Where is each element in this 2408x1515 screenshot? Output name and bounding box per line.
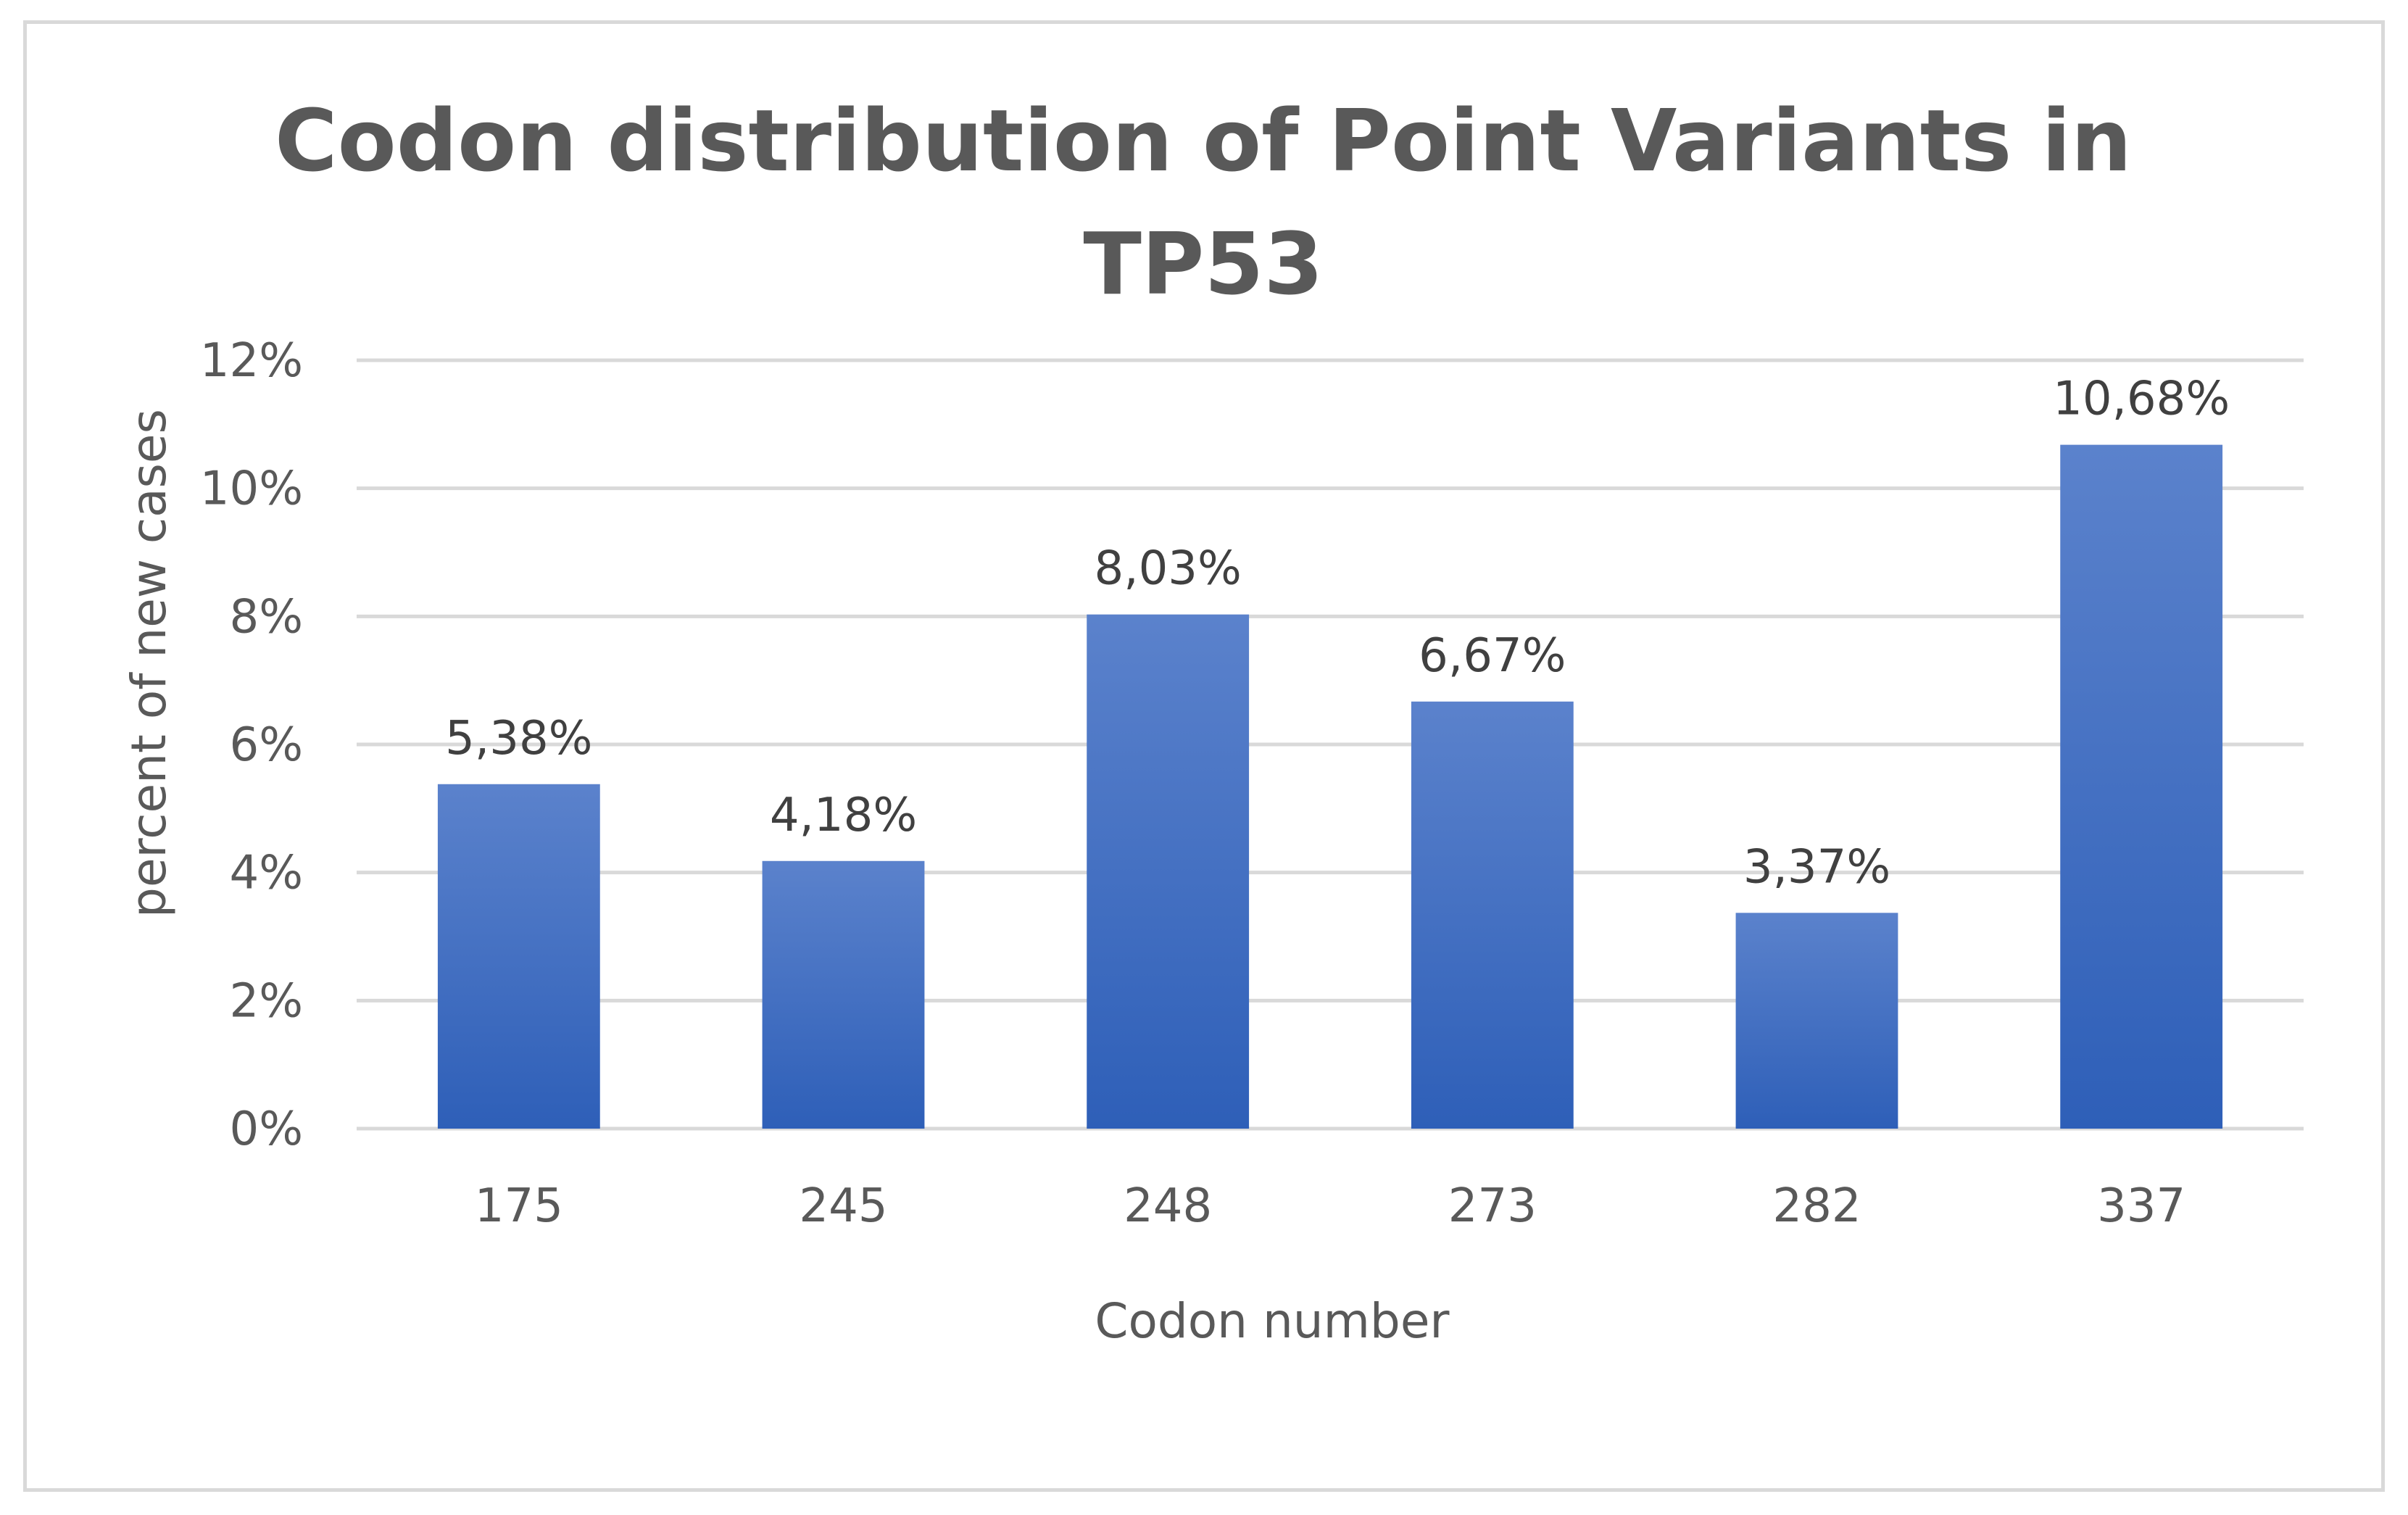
data-labels: 5,38% 4,18% 8,03% 6,67% 3,37% 10,68% [445, 373, 2230, 895]
x-tick-label-337: 337 [2097, 1179, 2185, 1233]
data-label-245: 4,18% [770, 789, 917, 842]
x-tick-label-245: 245 [799, 1179, 887, 1233]
bar-248 [1087, 614, 1250, 1129]
x-tick-label-175: 175 [475, 1179, 563, 1233]
y-tick-label: 0% [229, 1103, 303, 1156]
x-axis-title: Codon number [1095, 1293, 1450, 1349]
bar-273 [1411, 701, 1574, 1129]
x-axis-ticks: 175 245 248 273 282 337 [475, 1179, 2185, 1233]
chart-title-line-2: TP53 [1083, 214, 1323, 314]
bar-245 [762, 860, 925, 1129]
bar-337 [2060, 444, 2223, 1129]
x-tick-label-282: 282 [1772, 1179, 1861, 1233]
y-axis-title: percent of new cases [121, 409, 177, 918]
y-tick-label: 8% [229, 590, 303, 644]
data-label-273: 6,67% [1419, 629, 1566, 683]
y-tick-label: 6% [229, 718, 303, 772]
data-label-282: 3,37% [1743, 840, 1890, 894]
data-label-248: 8,03% [1095, 542, 1242, 596]
chart-title-line-1: Codon distribution of Point Variants in [275, 91, 2132, 191]
y-tick-label: 10% [200, 462, 303, 516]
bar-175 [437, 784, 600, 1129]
data-label-175: 5,38% [445, 712, 592, 765]
chart-title: Codon distribution of Point Variants in … [275, 91, 2132, 314]
y-axis-ticks: 0% 2% 4% 6% 8% 10% 12% [200, 334, 303, 1156]
x-tick-label-273: 273 [1448, 1179, 1537, 1233]
y-tick-label: 2% [229, 974, 303, 1028]
data-label-337: 10,68% [2053, 373, 2230, 426]
bar-282 [1735, 913, 1898, 1129]
gridlines [357, 358, 2304, 1131]
bars [437, 444, 2223, 1129]
y-tick-label: 4% [229, 847, 303, 900]
y-tick-label: 12% [200, 334, 303, 388]
x-tick-label-248: 248 [1124, 1179, 1212, 1233]
